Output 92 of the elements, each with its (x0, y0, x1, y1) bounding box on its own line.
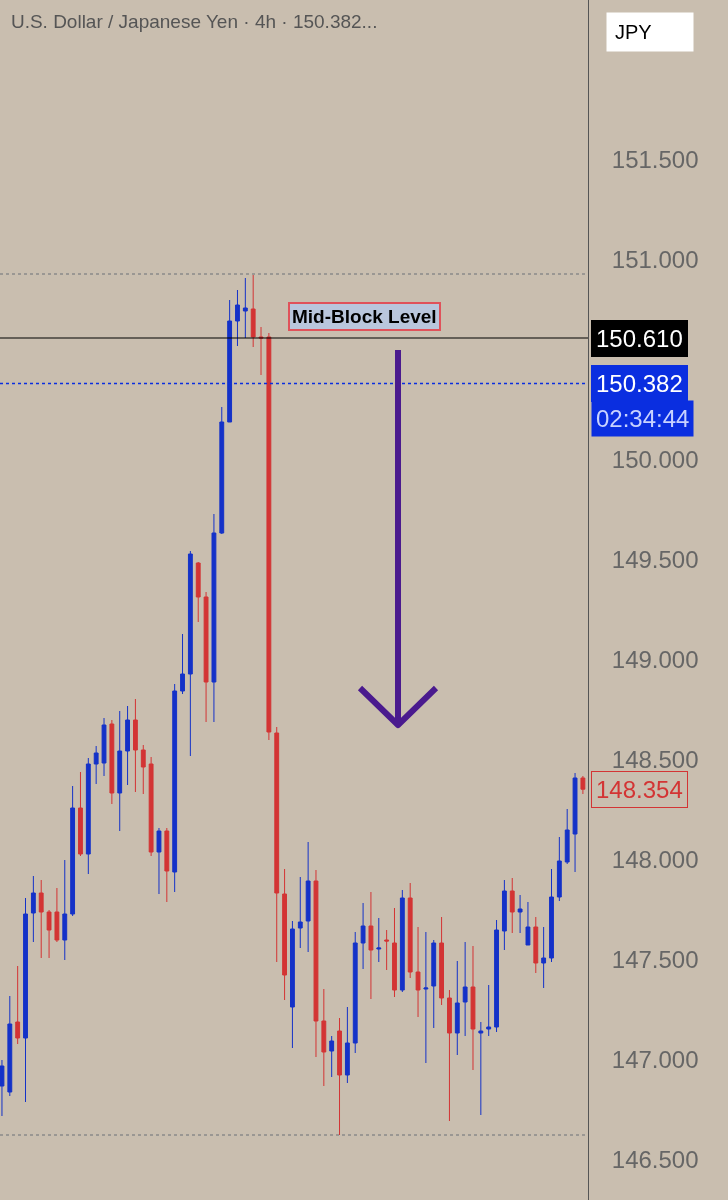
candlestick (164, 827, 170, 903)
candlestick (219, 406, 225, 535)
candlestick (148, 756, 154, 857)
y-tick-label: 147.000 (611, 1046, 699, 1074)
candlestick (195, 561, 201, 623)
candlestick (23, 897, 28, 1103)
candlestick (156, 827, 162, 895)
candlestick (399, 889, 405, 993)
candlestick (266, 332, 272, 741)
candlestick (344, 1006, 350, 1084)
candlestick (360, 902, 366, 970)
candlestick (290, 920, 295, 1049)
candlestick (101, 717, 107, 777)
candlestick (501, 879, 507, 951)
y-tick-label: 151.000 (611, 246, 699, 274)
candlestick (313, 869, 319, 1058)
y-tick-label: 150.000 (611, 446, 699, 474)
candlestick (109, 719, 115, 805)
candlestick (564, 808, 570, 865)
candlestick (133, 698, 138, 793)
candlestick (70, 785, 76, 917)
y-tick-label: 146.500 (611, 1146, 699, 1174)
candlestick (556, 836, 562, 902)
candlestick (211, 513, 217, 723)
candlestick (297, 876, 303, 949)
candlestick (274, 726, 280, 963)
candlestick (235, 289, 240, 347)
candlestick (282, 868, 287, 1001)
candlestick (38, 879, 44, 959)
candlestick (462, 941, 468, 1037)
candlestick (242, 277, 248, 339)
text: JPY (615, 21, 686, 43)
candlestick (470, 945, 476, 1071)
candlestick (329, 1035, 335, 1078)
candlestick (549, 868, 554, 963)
candlestick (250, 274, 256, 348)
candlestick (423, 931, 429, 1064)
candlestick (15, 965, 21, 1045)
candlestick (30, 875, 36, 943)
candlestick (337, 1017, 342, 1136)
candlestick (376, 917, 382, 963)
y-tick-label: 148.500 (611, 746, 699, 774)
y-tick-label: 148.000 (611, 846, 699, 874)
candlestick (7, 995, 13, 1097)
candlestick (321, 988, 327, 1087)
candlestick (517, 894, 523, 934)
candlestick (525, 901, 531, 946)
candlestick (46, 909, 52, 959)
y-tick-label: 149.000 (611, 646, 699, 674)
annotation: Mid-Block Level (292, 306, 437, 327)
candlestick (392, 907, 397, 998)
candlestick (180, 633, 185, 695)
candlestick (172, 683, 178, 893)
candlestick (368, 891, 374, 1000)
candlestick (447, 989, 452, 1122)
candlestick (572, 772, 578, 873)
candlestick (258, 326, 264, 376)
candlestick (187, 550, 193, 757)
candlestick (125, 705, 130, 786)
candlestick (384, 929, 390, 971)
candlestick (407, 882, 413, 979)
y-tick-label: 151.500 (611, 146, 699, 174)
candlestick (227, 299, 233, 423)
candlestick (93, 745, 99, 785)
candlestick (415, 926, 421, 1018)
ref-line-label: 150.610 (596, 325, 683, 352)
candlestick (486, 984, 492, 1037)
candlestick (478, 1021, 484, 1116)
candlestick (494, 919, 499, 1033)
y-tick-label: 147.500 (611, 946, 699, 974)
text: 02:34:44 (596, 405, 690, 432)
candlestick (431, 939, 437, 1029)
candlestick (140, 744, 146, 795)
candlestick (62, 859, 68, 961)
candlestick (203, 591, 209, 723)
y-tick-label: 149.500 (611, 546, 699, 574)
ref-line-label: 150.382 (596, 370, 683, 397)
candlestick (533, 916, 539, 974)
candlestick (78, 771, 83, 857)
candlestick (85, 757, 91, 875)
text: 148.354 (596, 776, 683, 803)
candlestick (54, 887, 60, 943)
candlestick (541, 926, 547, 989)
candlestick (454, 960, 460, 1056)
candlestick (439, 916, 445, 1006)
candlestick (509, 877, 515, 934)
candlestick (117, 710, 123, 832)
candlestick (352, 931, 358, 1054)
candlestick (305, 841, 311, 953)
candlestick (580, 775, 586, 795)
candlestick (0, 1059, 5, 1117)
text: U.S. Dollar / Japanese Yen · 4h · 150.382... (10, 10, 378, 32)
